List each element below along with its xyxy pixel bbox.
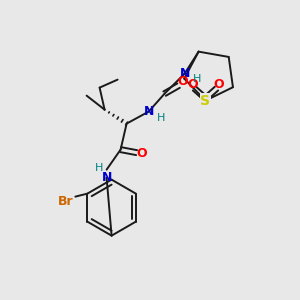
Text: N: N [101,171,112,184]
Text: H: H [94,163,103,172]
Text: O: O [136,147,147,160]
Text: N: N [143,105,154,118]
Text: O: O [187,78,198,91]
Text: O: O [213,78,224,91]
Text: H: H [192,74,201,84]
Text: S: S [200,94,211,108]
Text: H: H [156,112,165,123]
Text: N: N [179,67,190,80]
Text: O: O [177,75,188,88]
Text: Br: Br [58,195,73,208]
